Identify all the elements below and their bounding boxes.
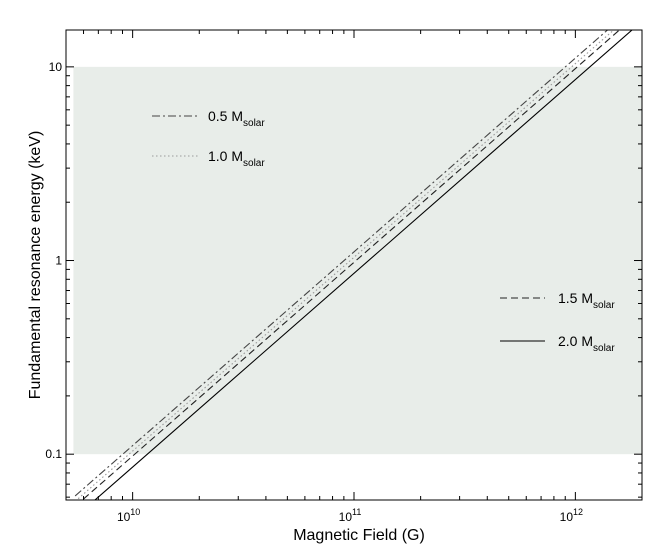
legend-label-1: 1.0 Msolar <box>208 148 265 169</box>
x-tick-label: 1012 <box>560 507 583 524</box>
x-tick-label-exponent: 11 <box>352 507 361 517</box>
y-axis-title: Fundamental resonance energy (keV) <box>27 131 44 400</box>
y-tick-label: 10 <box>49 60 63 74</box>
legend-label-subscript: solar <box>243 158 265 169</box>
y-tick-label: 0.1 <box>45 447 62 461</box>
x-tick-label: 1010 <box>117 507 140 524</box>
legend-label-main: 1.5 M <box>558 290 593 306</box>
x-tick-label-base: 10 <box>339 510 353 524</box>
series-line-3 <box>94 30 633 500</box>
legend-label-3: 2.0 Msolar <box>558 333 615 354</box>
legend-label-main: 0.5 M <box>208 108 243 124</box>
x-tick-label-base: 10 <box>117 510 131 524</box>
legend-label-main: 1.0 M <box>208 148 243 164</box>
legend-label-2: 1.5 Msolar <box>558 290 615 311</box>
x-tick-label-exponent: 12 <box>573 507 583 517</box>
legend-label-subscript: solar <box>593 343 615 354</box>
legend-label-0: 0.5 Msolar <box>208 108 265 129</box>
legend-label-subscript: solar <box>243 118 265 129</box>
shaded-band <box>73 66 642 455</box>
series-line-1 <box>75 30 615 500</box>
x-tick-label-base: 10 <box>560 510 574 524</box>
x-axis-title: Magnetic Field (G) <box>293 527 425 544</box>
legend-label-subscript: solar <box>593 300 615 311</box>
x-tick-label-exponent: 10 <box>130 507 140 517</box>
series-line-2 <box>81 30 621 500</box>
legend-label-main: 2.0 M <box>558 333 593 349</box>
series-line-0 <box>74 30 609 497</box>
x-tick-label: 1011 <box>339 507 362 524</box>
y-tick-label: 1 <box>55 254 62 268</box>
